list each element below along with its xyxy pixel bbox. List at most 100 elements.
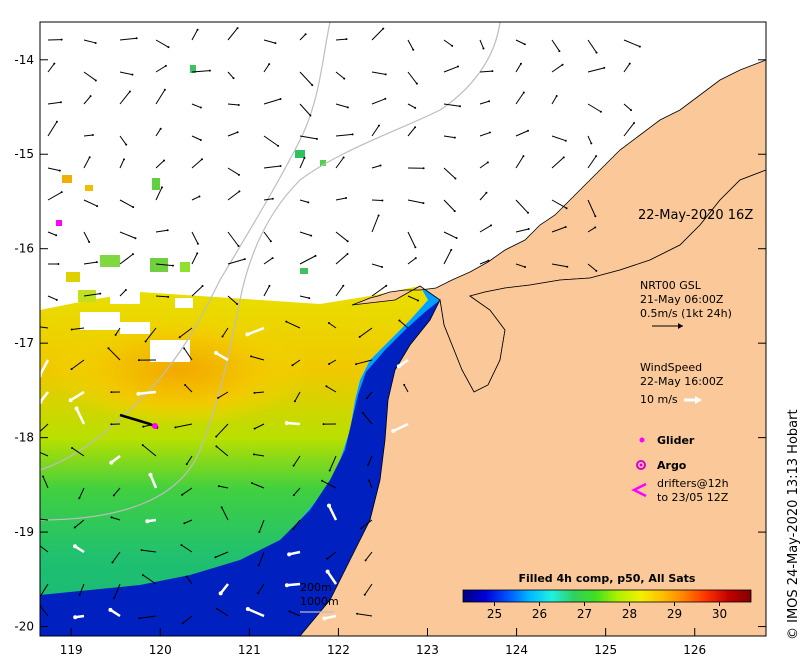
- vector-arrow: [75, 407, 86, 425]
- vector-arrow: [83, 261, 97, 265]
- vector-arrow: [328, 359, 337, 365]
- vector-arrow-head: [414, 246, 417, 249]
- vector-arrow-head: [415, 82, 418, 85]
- vector-arrow-head: [379, 164, 382, 167]
- vector-arrow-head: [201, 284, 204, 287]
- vector-arrow-head: [53, 62, 56, 65]
- vector-arrow: [257, 583, 265, 594]
- vector-arrow: [371, 71, 386, 75]
- vector-arrow: [443, 231, 457, 239]
- colorbar: [462, 589, 752, 603]
- vector-arrow-head: [327, 321, 330, 324]
- vector-arrow: [407, 199, 424, 204]
- vector-arrow: [155, 229, 168, 233]
- wind-legend-title: WindSpeed: [640, 361, 702, 374]
- vector-arrow: [119, 199, 134, 208]
- vector-arrow: [247, 607, 265, 618]
- vector-arrow-head: [451, 44, 454, 47]
- vector-arrow-head: [252, 453, 255, 456]
- vector-arrow-head: [293, 400, 296, 403]
- vector-arrow: [479, 192, 487, 201]
- vector-arrow: [108, 347, 121, 361]
- vector-arrow-head: [325, 385, 328, 388]
- vector-arrow-head: [279, 165, 282, 168]
- vector-arrow-head: [95, 261, 98, 264]
- vector-arrow-head: [180, 544, 183, 547]
- vector-arrow-head: [325, 569, 330, 574]
- vector-arrow: [479, 260, 489, 265]
- vector-arrow-head: [268, 284, 271, 287]
- vector-arrow: [47, 191, 62, 201]
- vector-arrow-head: [522, 91, 525, 94]
- vector-arrow: [263, 98, 281, 105]
- vector-arrow-head: [40, 399, 43, 404]
- vector-arrow: [551, 39, 560, 52]
- vector-arrow: [70, 390, 85, 402]
- vector-arrow: [289, 610, 301, 617]
- vector-arrow-head: [269, 240, 272, 243]
- contour-200m: [40, 22, 331, 471]
- vector-arrow: [119, 135, 127, 145]
- vector-arrow: [142, 574, 157, 585]
- vector-arrow-head: [200, 158, 203, 161]
- vector-arrow-head: [59, 101, 62, 104]
- vector-arrow: [141, 549, 157, 553]
- vector-arrow: [326, 385, 337, 393]
- vector-arrow: [47, 101, 62, 105]
- vector-arrow: [587, 263, 597, 272]
- lat-tick-label: -20: [14, 620, 34, 634]
- vector-arrow-head: [288, 610, 291, 613]
- vector-arrow-head: [599, 110, 602, 113]
- vector-arrow-head: [144, 340, 147, 343]
- vector-arrow-head: [73, 526, 76, 529]
- vector-arrow: [215, 351, 229, 362]
- lon-tick-label: 120: [149, 643, 172, 657]
- vector-arrow-head: [60, 191, 63, 194]
- vector-arrow: [299, 33, 306, 41]
- vector-arrow-head: [89, 95, 92, 98]
- vector-arrow-head: [628, 62, 631, 65]
- vector-arrow: [299, 103, 311, 116]
- vector-arrow: [79, 583, 85, 595]
- vector-arrow-head: [595, 51, 598, 54]
- vector-arrow-head: [391, 429, 396, 434]
- vector-arrow: [623, 103, 632, 111]
- vector-arrow-head: [482, 47, 485, 50]
- vector-arrow: [587, 103, 602, 113]
- colorbar-tick-label: 27: [577, 607, 592, 621]
- vector-arrow-head: [199, 138, 202, 141]
- vector-arrow: [443, 66, 459, 73]
- vector-arrow-head: [237, 173, 240, 176]
- latitude-axis: -14 -15 -16 -17 -18 -19 -20: [14, 53, 766, 634]
- vector-arrow: [263, 198, 273, 201]
- sst-coastal-deep-blue: [40, 300, 445, 636]
- vector-arrow: [191, 231, 199, 244]
- vector-arrow-head: [277, 144, 280, 147]
- vector-arrow: [515, 263, 526, 268]
- vector-arrow-head: [237, 103, 240, 106]
- vector-arrow: [443, 167, 456, 179]
- vector-arrow-head: [217, 396, 220, 399]
- vector-arrow: [221, 507, 229, 521]
- vector-arrow-head: [174, 426, 177, 429]
- vector-arrow-head: [346, 240, 349, 243]
- vector-arrow-head: [561, 63, 564, 66]
- vector-arrow-head: [382, 27, 385, 30]
- sst-warm-core: [50, 315, 310, 425]
- vector-arrow-head: [78, 593, 81, 596]
- vector-arrow-head: [42, 475, 45, 478]
- vector-arrow: [254, 423, 265, 430]
- vector-arrow: [368, 480, 373, 489]
- vector-arrow-head: [94, 79, 97, 82]
- vector-arrow: [191, 285, 203, 297]
- vector-arrow-head: [196, 252, 199, 255]
- colorbar-tick-label: 25: [487, 607, 502, 621]
- vector-arrow: [263, 63, 270, 73]
- vector-arrow: [216, 445, 229, 457]
- vector-arrow: [399, 320, 409, 329]
- vector-arrow: [587, 39, 597, 53]
- vector-arrow: [191, 135, 202, 141]
- vector-arrow-head: [315, 137, 318, 140]
- vector-arrow: [407, 295, 419, 301]
- vector-arrow-head: [361, 411, 364, 414]
